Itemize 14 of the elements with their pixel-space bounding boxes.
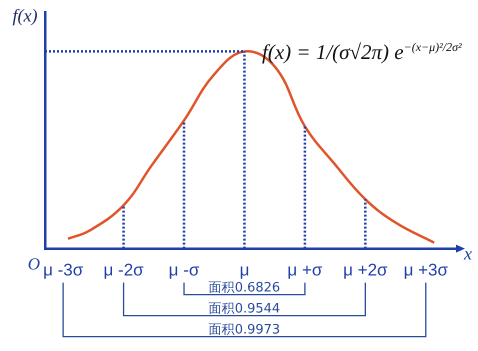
x-tick-label: μ +σ [287,260,323,280]
x-tick-label: μ +3σ [404,260,448,280]
text: O [28,254,40,274]
x-tick-label: μ +2σ [343,260,388,280]
x-tick-label: μ -2σ [104,260,144,280]
y-axis-title: f(x) [12,6,38,26]
x-axis-title: x [463,243,472,264]
text: 面积0.9973 [208,322,280,338]
annotation: f(x) = 1/(σ√2π) e$^{−(x−μ)²/2σ²}$ [262,40,462,65]
x-tick-label: μ -σ [168,260,200,280]
text: 面积0.9544 [208,302,280,317]
x-tick-label: μ -3σ [43,260,84,280]
text: 面积0.6826 [208,280,280,296]
x-tick-label: μ [240,260,250,280]
